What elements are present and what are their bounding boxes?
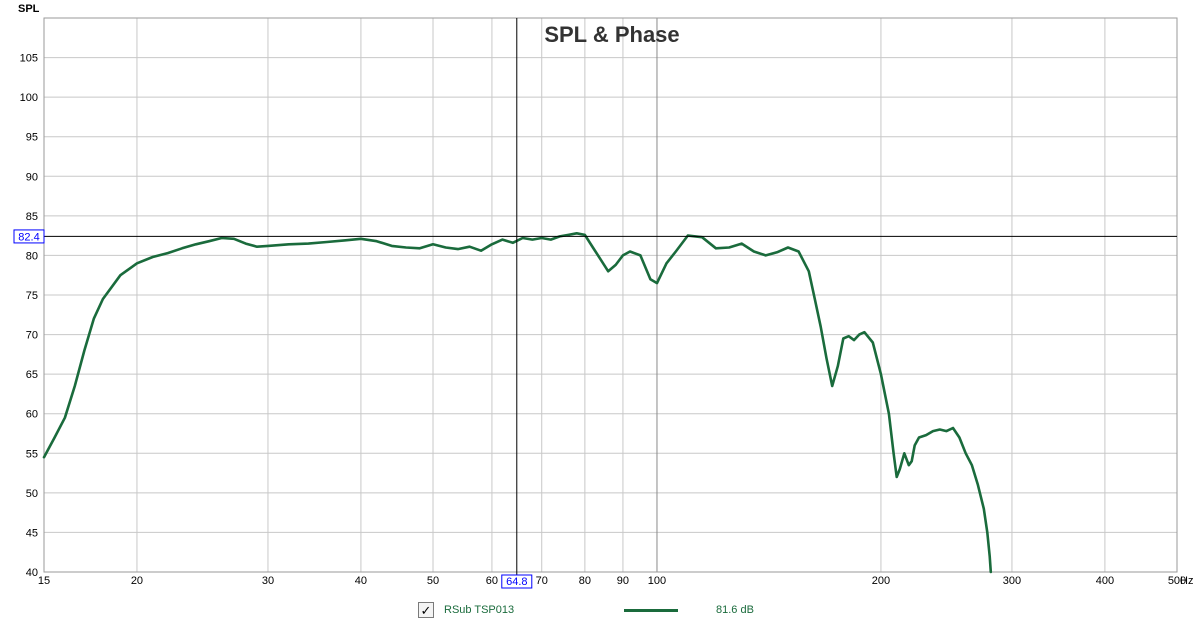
x-tick-label: 100 [648,575,666,587]
x-tick-label: 20 [131,575,143,587]
chart-title: SPL & Phase [544,22,679,47]
y-tick-label: 65 [26,369,38,381]
x-tick-label: 400 [1096,575,1114,587]
x-axis-unit: Hz [1180,575,1193,587]
y-tick-label: 55 [26,448,38,460]
x-tick-label: 90 [617,575,629,587]
x-tick-label: 40 [355,575,367,587]
y-tick-label: 90 [26,171,38,183]
x-tick-label: 500 [1168,575,1186,587]
cursor-x-readout: 64.8 [506,576,527,588]
x-tick-label: 30 [262,575,274,587]
axis-ticks: 40 45 50 55 60 65 70 75 80 85 90 95 100 105 15 20 30 40 50… [20,53,1187,587]
y-tick-label: 75 [26,290,38,302]
y-tick-label: 100 [20,92,38,104]
plot-area-border [43,17,1178,573]
y-tick-label: 105 [20,53,38,65]
y-tick-label: 80 [26,250,38,262]
legend: ✓ RSub TSP013 81.6 dB [418,600,754,620]
x-tick-label: 50 [427,575,439,587]
y-tick-label: 40 [26,567,38,579]
grid [43,18,1178,573]
y-tick-label: 50 [26,488,38,500]
x-tick-label: 60 [486,575,498,587]
x-tick-label: 70 [536,575,548,587]
x-tick-label: 80 [579,575,591,587]
series-visibility-checkbox[interactable]: ✓ [418,602,434,618]
y-tick-label: 85 [26,211,38,223]
cursor[interactable]: 82.4 64.8 [13,18,1177,589]
legend-line-swatch [624,608,678,612]
x-tick-label: 15 [38,575,50,587]
legend-series-value: 81.6 dB [716,604,754,616]
cursor-y-readout-box [13,229,45,244]
legend-series-name: RSub TSP013 [444,604,515,616]
y-tick-label: 45 [26,527,38,539]
y-tick-label: 60 [26,409,38,421]
y-tick-label: 70 [26,330,38,342]
y-axis-title: SPL [18,3,40,15]
y-tick-label: 95 [26,132,38,144]
cursor-x-readout-box [501,574,533,589]
series-layer [42,232,993,574]
series-line [42,232,993,574]
x-tick-label: 300 [1003,575,1021,587]
cursor-y-readout: 82.4 [18,231,39,243]
x-tick-label: 200 [872,575,890,587]
